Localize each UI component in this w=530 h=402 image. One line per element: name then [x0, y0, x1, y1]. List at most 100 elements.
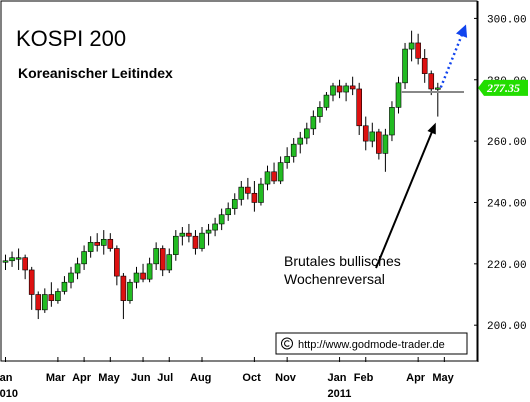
candle-body: [303, 128, 310, 139]
candle-body: [284, 156, 290, 163]
candle-body: [245, 186, 251, 194]
x-tick-label: May: [98, 372, 120, 384]
y-tick-label: 300.00: [487, 14, 527, 26]
plot-frame: [0, 0, 478, 362]
candle-body: [35, 294, 42, 311]
candle-body: [212, 223, 218, 231]
candle-body: [94, 242, 100, 246]
candle-body: [290, 143, 297, 157]
y-tick-label: 260.00: [487, 137, 527, 149]
copyright-icon: [281, 337, 293, 350]
candle-body: [48, 294, 55, 301]
candle-body: [107, 238, 114, 249]
candle-body: [120, 275, 127, 301]
annotation-arrow-head: [427, 122, 436, 135]
candle-body: [2, 260, 9, 263]
x-tick-label: Jan: [0, 372, 13, 384]
candle-body: [343, 85, 349, 93]
candle-body: [395, 82, 402, 108]
last-value-box: [478, 79, 528, 96]
candle-body: [317, 107, 323, 117]
candle-body: [55, 291, 61, 301]
chart-subtitle: Koreanischer Leitindex: [18, 65, 173, 81]
candle-series: [2, 30, 441, 320]
candle-body: [310, 116, 317, 130]
candle-body: [153, 248, 159, 265]
candle-body: [140, 272, 146, 280]
candle-body: [238, 186, 245, 200]
candle-body: [205, 229, 212, 234]
candle-body: [434, 87, 441, 90]
candle-body: [231, 199, 238, 209]
source-box: http://www.godmode-trader.de: [275, 332, 468, 355]
candle-body: [225, 208, 231, 216]
y-tick-label: 200.00: [487, 321, 527, 333]
x-tick-label: Mar: [46, 372, 66, 384]
x-tick-label: May: [432, 372, 454, 384]
x-tick-label: Aug: [190, 372, 211, 384]
candle-body: [356, 88, 363, 127]
candle-body: [179, 232, 186, 237]
candle-body: [428, 73, 435, 90]
x-tick-label: Jun: [131, 372, 151, 384]
candle-body: [369, 131, 376, 142]
candle-body: [402, 48, 408, 84]
candle-body: [146, 263, 153, 280]
x-tick-label: Jan: [328, 372, 347, 384]
candle-body: [68, 272, 74, 283]
x-tick-label: Nov: [275, 372, 297, 384]
candle-body: [22, 257, 28, 271]
candle-body: [192, 235, 199, 249]
candle-body: [87, 242, 94, 252]
candle-body: [133, 272, 140, 283]
candle-body: [186, 232, 192, 237]
annotation-line-1: Brutales bullisches: [284, 253, 401, 269]
candle-body: [114, 248, 120, 277]
y-tick-label: 220.00: [487, 260, 527, 272]
candle-body: [382, 134, 389, 154]
candle-body: [74, 263, 81, 274]
candle-body: [277, 162, 284, 182]
x-tick-label: Apr: [406, 372, 426, 384]
candle-body: [297, 137, 304, 145]
candle-body: [159, 248, 166, 271]
x-tick-year-label: 2010: [0, 388, 18, 400]
candle-body: [258, 183, 264, 203]
candle-body: [349, 85, 356, 90]
candle-body: [421, 57, 428, 74]
candle-body: [362, 125, 369, 142]
candle-body: [9, 257, 15, 262]
x-axis: Jan 2010 Mar Apr May Jun Jul Aug Oct Nov Jan 2011Fe…: [0, 357, 455, 400]
candle-body: [264, 171, 271, 185]
candle-body: [61, 281, 68, 292]
source-box-frame: [275, 332, 468, 355]
x-tick-label: Apr: [72, 372, 92, 384]
candle-body: [41, 294, 48, 311]
source-url: http://www.godmode-trader.de: [298, 339, 445, 351]
x-tick-label: Oct: [242, 372, 261, 384]
x-tick-label: Feb: [354, 372, 374, 384]
last-value-label: 277.35: [486, 81, 520, 95]
candle-body: [415, 42, 421, 59]
candle-body: [166, 254, 173, 271]
candle-body: [271, 171, 277, 182]
x-tick-label: Jul: [157, 372, 173, 384]
x-tick-year-label: 2011: [328, 388, 352, 400]
candle-body: [28, 269, 35, 295]
forecast-arrow-head: [455, 24, 468, 38]
candle-body: [81, 251, 87, 265]
candle-body: [376, 131, 382, 154]
candle-body: [127, 281, 133, 301]
y-tick-label: 240.00: [487, 198, 527, 210]
candle-body: [173, 235, 179, 255]
candle-body: [330, 85, 336, 96]
annotation-arrow-line: [375, 130, 434, 269]
candle-body: [100, 238, 107, 246]
candle-body: [323, 94, 330, 108]
candle-body: [408, 42, 415, 50]
candle-body: [15, 257, 22, 260]
annotation-line-2: Wochenreversal: [284, 271, 385, 287]
chart-title: KOSPI 200: [16, 26, 126, 51]
candle-body: [336, 85, 343, 93]
